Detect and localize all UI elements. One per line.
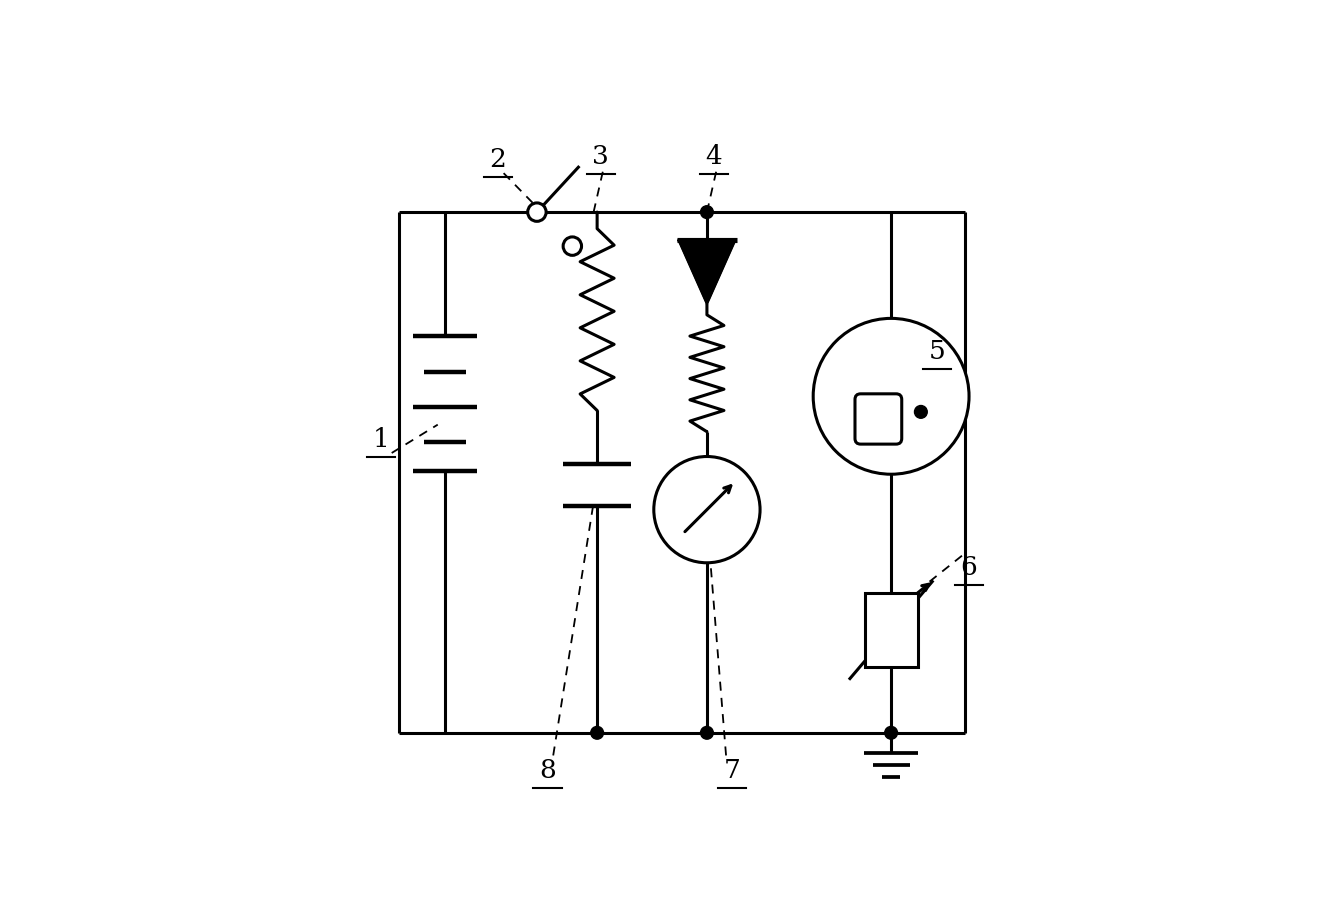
- Text: 8: 8: [539, 757, 556, 782]
- Circle shape: [914, 406, 928, 419]
- Circle shape: [527, 204, 546, 222]
- Text: 7: 7: [723, 757, 740, 782]
- Circle shape: [591, 727, 603, 740]
- Circle shape: [813, 319, 969, 475]
- Text: 5: 5: [929, 338, 945, 363]
- FancyBboxPatch shape: [855, 394, 901, 445]
- Bar: [865, 594, 917, 667]
- Circle shape: [700, 207, 713, 220]
- Polygon shape: [679, 241, 735, 305]
- Text: 4: 4: [705, 143, 723, 169]
- Text: 1: 1: [373, 426, 390, 452]
- Text: 3: 3: [592, 143, 610, 169]
- Circle shape: [885, 727, 897, 740]
- Circle shape: [700, 727, 713, 740]
- Circle shape: [563, 238, 582, 256]
- Text: 6: 6: [961, 554, 977, 579]
- Text: 2: 2: [490, 147, 506, 172]
- Circle shape: [654, 457, 760, 563]
